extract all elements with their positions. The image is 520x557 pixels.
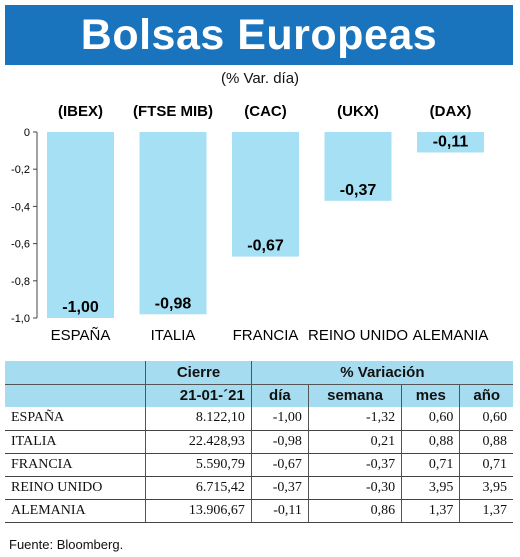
bar: [417, 132, 484, 153]
table-sub-header-row: 21-01-´21 día semana mes año: [5, 384, 513, 407]
table-row: FRANCIA 5.590,79 -0,67 -0,37 0,71 0,71: [5, 453, 513, 477]
cell-mes: 3,95: [401, 476, 460, 500]
cell-anio: 0,71: [459, 453, 513, 477]
cell-mes: 0,71: [401, 453, 460, 477]
bar: [324, 132, 392, 201]
index-label: (CAC): [244, 103, 287, 120]
header-mes: mes: [401, 384, 460, 407]
cell-cierre: 5.590,79: [145, 453, 252, 477]
cell-country: FRANCIA: [5, 453, 146, 477]
cell-semana: 0,86: [307, 499, 402, 523]
index-label: (DAX): [430, 103, 472, 120]
bar-chart: 0 -0,2 -0,4 -0,6 -0,8 -1,0 (IBEX) -1,00 ESPAÑA (F…: [11, 103, 489, 344]
y-tick-label: -1,0: [11, 313, 30, 325]
value-label: -0,11: [433, 133, 469, 150]
header-cierre: Cierre: [145, 361, 252, 385]
y-tick-label: -0,2: [11, 164, 30, 176]
index-label: (FTSE MIB): [133, 103, 213, 120]
category-label: FRANCIA: [233, 327, 299, 344]
table-row: ALEMANIA 13.906,67 -0,11 0,86 1,37 1,37: [5, 499, 513, 523]
cell-cierre: 13.906,67: [145, 499, 252, 523]
cell-dia: -0,37: [250, 476, 309, 500]
bar: [139, 132, 207, 315]
y-tick-label: -0,6: [11, 239, 30, 251]
cell-cierre: 8.122,10: [145, 407, 252, 431]
cell-dia: -0,11: [250, 499, 309, 523]
y-tick-label: -0,4: [11, 201, 30, 213]
value-label: -0,98: [155, 295, 192, 312]
header-dia: día: [250, 384, 309, 407]
cell-anio: 3,95: [459, 476, 513, 500]
cell-country: ESPAÑA: [5, 407, 146, 431]
header-anio: año: [459, 384, 513, 407]
category-label: ITALIA: [151, 327, 196, 344]
header-variacion: % Variación: [250, 361, 513, 385]
cell-semana: -0,37: [307, 453, 402, 477]
cell-dia: -0,98: [250, 430, 309, 454]
table-group-header-row: Cierre % Variación: [5, 361, 513, 385]
cell-cierre: 22.428,93: [145, 430, 252, 454]
y-tick-label: 0: [24, 127, 30, 139]
cell-semana: -0,30: [307, 476, 402, 500]
index-label: (IBEX): [58, 103, 103, 120]
cell-mes: 0,60: [401, 407, 460, 431]
data-table: Cierre % Variación 21-01-´21 día semana …: [5, 361, 513, 523]
cell-country: ALEMANIA: [5, 499, 146, 523]
cell-dia: -0,67: [250, 453, 309, 477]
cell-anio: 0,88: [459, 430, 513, 454]
value-label: -1,00: [62, 299, 99, 316]
cell-country: ITALIA: [5, 430, 146, 454]
bar: [47, 132, 114, 318]
index-label: (UKX): [337, 103, 379, 120]
table-row: ITALIA 22.428,93 -0,98 0,21 0,88 0,88: [5, 430, 513, 454]
cell-mes: 0,88: [401, 430, 460, 454]
header-blank: [5, 361, 146, 385]
bar: [232, 132, 299, 257]
page-title: Bolsas Europeas: [80, 10, 438, 59]
chart-subtitle: (% Var. día): [220, 70, 300, 87]
cell-cierre: 6.715,42: [145, 476, 252, 500]
cell-anio: 1,37: [459, 499, 513, 523]
header-blank-2: [5, 384, 146, 407]
cell-country: REINO UNIDO: [5, 476, 146, 500]
category-label: REINO UNIDO: [308, 327, 408, 344]
cell-anio: 0,60: [459, 407, 513, 431]
cell-semana: 0,21: [307, 430, 402, 454]
header-semana: semana: [307, 384, 402, 407]
cell-mes: 1,37: [401, 499, 460, 523]
value-label: -0,67: [247, 238, 284, 255]
category-label: ALEMANIA: [413, 327, 489, 344]
value-label: -0,37: [340, 182, 377, 199]
header-date: 21-01-´21: [145, 384, 252, 407]
source-note: Fuente: Bloomberg.: [9, 537, 124, 552]
category-label: ESPAÑA: [51, 327, 111, 344]
table-row: REINO UNIDO 6.715,42 -0,37 -0,30 3,95 3,…: [5, 476, 513, 500]
title-banner: Bolsas Europeas: [5, 5, 513, 65]
cell-dia: -1,00: [250, 407, 309, 431]
cell-semana: -1,32: [307, 407, 402, 431]
y-tick-label: -0,8: [11, 276, 30, 288]
table-row: ESPAÑA 8.122,10 -1,00 -1,32 0,60 0,60: [5, 407, 513, 431]
